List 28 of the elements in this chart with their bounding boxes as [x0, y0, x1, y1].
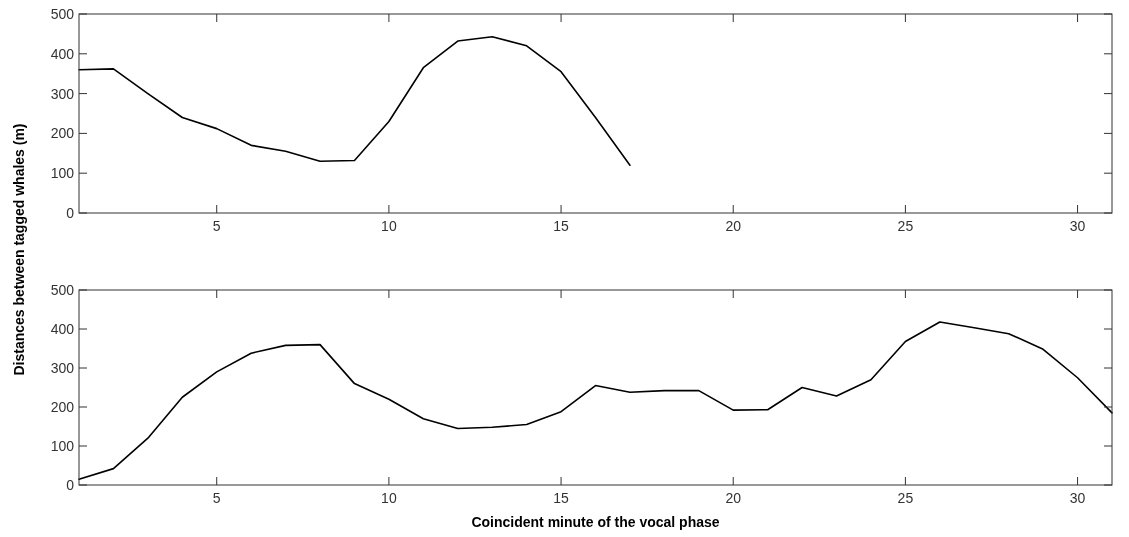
x-tick-label: 30: [1069, 218, 1086, 234]
y-tick-label: 100: [50, 438, 75, 454]
y-tick-label: 100: [50, 165, 75, 182]
x-tick-label: 10: [381, 490, 397, 506]
y-tick-label: 400: [50, 321, 75, 337]
y-tick-label: 200: [50, 399, 75, 415]
x-axis-title: Coincident minute of the vocal phase: [471, 514, 720, 530]
x-tick-label: 5: [212, 218, 221, 234]
x-tick-label: 15: [553, 218, 570, 234]
y-tick-label: 400: [50, 45, 75, 62]
x-tick-label: 30: [1069, 490, 1086, 506]
x-tick-label: 25: [897, 490, 914, 506]
y-tick-label: 300: [50, 360, 75, 376]
y-tick-label: 0: [66, 205, 75, 221]
x-tick-label: 25: [897, 218, 914, 234]
x-tick-label: 5: [212, 490, 221, 506]
y-axis-title: Distances between tagged whales (m): [11, 123, 27, 376]
y-tick-label: 500: [50, 6, 75, 22]
y-tick-label: 200: [50, 125, 75, 142]
x-tick-label: 20: [725, 490, 742, 506]
x-tick-label: 10: [381, 218, 397, 234]
y-tick-label: 500: [50, 282, 75, 298]
y-tick-label: 0: [66, 477, 75, 493]
line-series: [78, 321, 1113, 480]
line-series: [78, 35, 631, 167]
x-tick-label: 15: [553, 490, 570, 506]
x-tick-label: 20: [725, 218, 742, 234]
y-tick-label: 300: [50, 85, 75, 102]
